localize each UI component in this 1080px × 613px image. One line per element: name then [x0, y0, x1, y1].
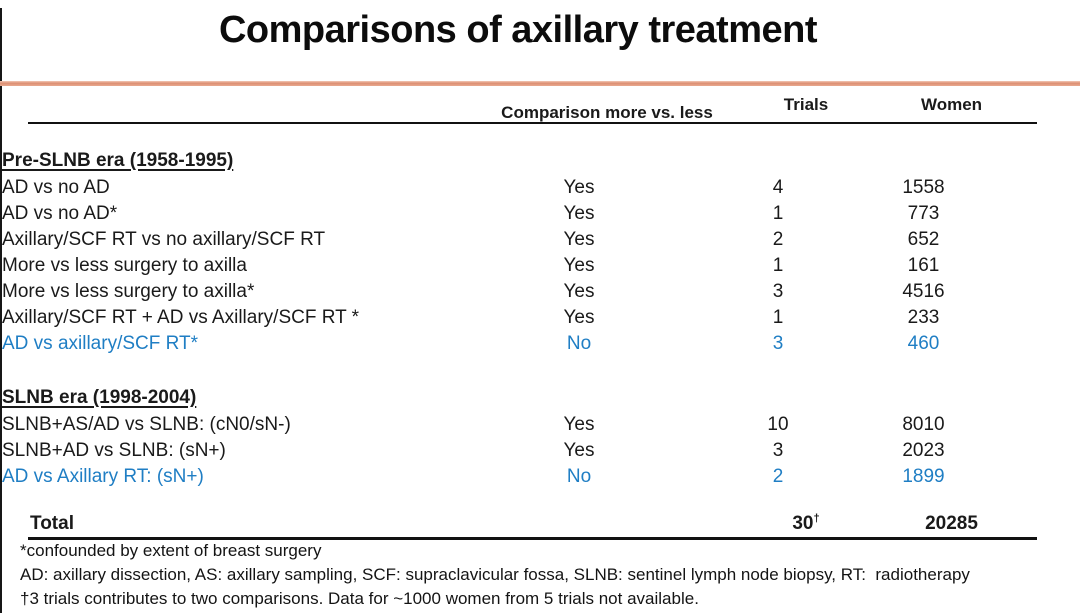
header-underline: [28, 122, 1037, 124]
row-comparison: No: [566, 466, 592, 487]
header-trials: Trials: [783, 95, 829, 114]
row-label: Axillary/SCF RT vs no axillary/SCF RT: [2, 229, 326, 250]
table-row-highlighted: AD vs axillary/SCF RT* No 3 460: [0, 331, 1009, 357]
section-heading: Pre-SLNB era (1958-1995): [2, 150, 234, 171]
footnote-dagger: †3 trials contributes to two comparisons…: [20, 589, 699, 608]
row-women: 4516: [902, 281, 945, 302]
footnote-abbreviations: AD: axillary dissection, AS: axillary sa…: [20, 565, 970, 584]
header-women: Women: [920, 95, 983, 114]
row-label: SLNB+AS/AD vs SLNB: (cN0/sN-): [2, 414, 291, 435]
row-trials: 1: [772, 203, 784, 224]
section-slnb: SLNB era (1998-2004) SLNB+AS/AD vs SLNB:…: [0, 384, 1009, 490]
total-underline: [28, 537, 1037, 540]
row-label: AD vs no AD: [2, 177, 110, 198]
row-label: AD vs no AD*: [2, 203, 118, 224]
row-trials: 1: [772, 307, 784, 328]
table-row: SLNB+AS/AD vs SLNB: (cN0/sN-) Yes 10 801…: [0, 412, 1009, 438]
row-women: 1899: [902, 466, 945, 487]
row-trials: 2: [772, 466, 784, 487]
row-label: AD vs axillary/SCF RT*: [2, 333, 199, 354]
row-label: SLNB+AD vs SLNB: (sN+): [2, 440, 226, 461]
row-women: 1558: [902, 177, 945, 198]
row-trials: 10: [767, 414, 789, 435]
row-women: 2023: [902, 440, 945, 461]
accent-divider-rule: [0, 81, 1080, 86]
total-trials-value: 30: [792, 513, 814, 534]
section-heading: SLNB era (1998-2004): [2, 387, 197, 408]
row-comparison: Yes: [563, 203, 595, 224]
row-women: 233: [907, 307, 940, 328]
table-row: More vs less surgery to axilla* Yes 3 45…: [0, 279, 1009, 305]
row-trials: 4: [772, 177, 784, 198]
left-border-rule: [0, 8, 2, 613]
table-row: AD vs no AD* Yes 1 773: [0, 201, 1009, 227]
footnotes: *confounded by extent of breast surgery …: [20, 539, 1076, 611]
row-trials: 1: [772, 255, 784, 276]
header-comparison: Comparison more vs. less: [501, 103, 713, 122]
table-row: AD vs no AD Yes 4 1558: [0, 175, 1009, 201]
row-comparison: No: [566, 333, 592, 354]
row-women: 773: [907, 203, 940, 224]
row-trials: 3: [772, 281, 784, 302]
row-label: Axillary/SCF RT + AD vs Axillary/SCF RT …: [2, 307, 360, 328]
row-label: More vs less surgery to axilla: [2, 255, 247, 276]
table-row: SLNB+AD vs SLNB: (sN+) Yes 3 2023: [0, 438, 1009, 464]
row-comparison: Yes: [563, 177, 595, 198]
row-women: 460: [907, 333, 940, 354]
row-comparison: Yes: [563, 414, 595, 435]
row-comparison: Yes: [563, 440, 595, 461]
total-women: 20285: [925, 513, 978, 534]
total-trials: 30†: [746, 512, 866, 536]
table-row-highlighted: AD vs Axillary RT: (sN+) No 2 1899: [0, 464, 1009, 490]
row-trials: 3: [772, 333, 784, 354]
row-trials: 3: [772, 440, 784, 461]
row-comparison: Yes: [563, 229, 595, 250]
table-header-row: Comparison more vs. less Trials Women: [28, 90, 1037, 122]
row-women: 652: [907, 229, 940, 250]
row-comparison: Yes: [563, 281, 595, 302]
total-row: Total 30† 20285: [28, 512, 1037, 536]
footnote-confounded: *confounded by extent of breast surgery: [20, 541, 322, 560]
table-row: More vs less surgery to axilla Yes 1 161: [0, 253, 1009, 279]
section-pre-slnb: Pre-SLNB era (1958-1995) AD vs no AD Yes…: [0, 147, 1009, 357]
row-comparison: Yes: [563, 255, 595, 276]
table-row: Axillary/SCF RT vs no axillary/SCF RT Ye…: [0, 227, 1009, 253]
page-title: Comparisons of axillary treatment: [218, 9, 818, 51]
row-women: 8010: [902, 414, 945, 435]
row-label: AD vs Axillary RT: (sN+): [2, 466, 204, 487]
row-women: 161: [907, 255, 940, 276]
row-comparison: Yes: [563, 307, 595, 328]
total-label: Total: [30, 513, 74, 534]
table-row: Axillary/SCF RT + AD vs Axillary/SCF RT …: [0, 305, 1009, 331]
dagger-superscript: †: [813, 512, 820, 525]
row-label: More vs less surgery to axilla*: [2, 281, 255, 302]
row-trials: 2: [772, 229, 784, 250]
